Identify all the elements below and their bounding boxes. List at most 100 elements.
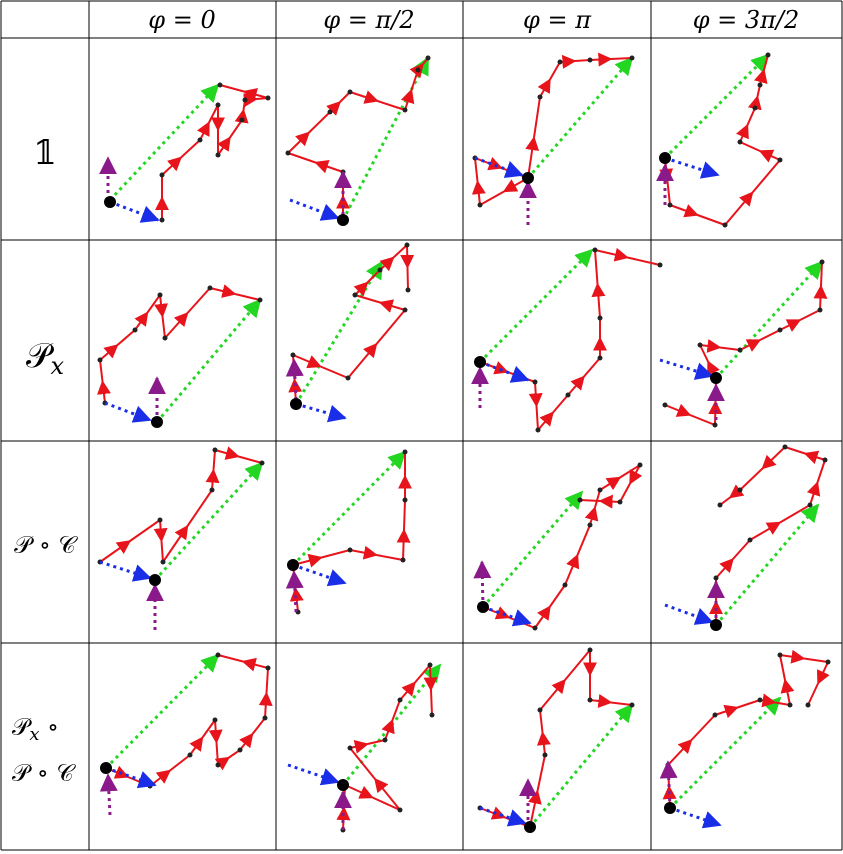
vertex-dot xyxy=(807,502,813,508)
red-step xyxy=(197,121,210,141)
vertex-dot xyxy=(285,150,291,156)
vertex-dot xyxy=(217,82,223,88)
vertex-dot xyxy=(537,94,543,100)
blue-arrow xyxy=(104,401,152,423)
red-step xyxy=(739,467,764,491)
blue-arrow xyxy=(664,156,720,179)
label-text: 𝟙 xyxy=(33,133,57,173)
red-step xyxy=(667,764,670,787)
red-step xyxy=(746,107,756,126)
vertex-dot xyxy=(535,427,541,433)
red-step xyxy=(758,149,781,163)
vertex-dot xyxy=(262,715,268,721)
red-step xyxy=(564,649,591,681)
origin-dot xyxy=(522,172,534,184)
vertex-dot xyxy=(713,575,719,581)
red-step xyxy=(724,191,754,226)
origin-dot xyxy=(337,779,349,791)
vertex-dot xyxy=(215,102,221,108)
red-step xyxy=(229,119,243,139)
vertex-dot xyxy=(597,315,603,321)
vertex-dot xyxy=(629,702,635,708)
label-text: 𝒫 xyxy=(26,336,54,376)
red-step xyxy=(549,61,561,80)
vertex-dot xyxy=(400,557,406,563)
red-step xyxy=(536,731,551,756)
vertex-dot xyxy=(345,375,351,381)
red-step xyxy=(180,139,201,159)
vertex-dot xyxy=(637,462,643,468)
vertex-dot xyxy=(782,444,788,450)
column-header: φ = π/2 xyxy=(323,6,414,34)
red-step xyxy=(258,691,273,719)
vertex-dot xyxy=(617,499,623,505)
vertex-dot xyxy=(382,737,388,743)
origin-dot xyxy=(710,619,722,631)
red-step xyxy=(161,156,183,176)
red-step xyxy=(528,381,543,408)
red-step xyxy=(377,100,406,111)
red-step xyxy=(806,481,821,506)
vertex-dot xyxy=(662,402,668,408)
vertex-dot xyxy=(747,537,753,543)
red-step xyxy=(287,131,311,154)
label-text: 𝒫 ∘ 𝒞 xyxy=(14,531,78,559)
red-step xyxy=(807,683,819,706)
red-step xyxy=(430,689,433,716)
red-step xyxy=(594,249,599,285)
vertex-dot xyxy=(542,752,548,758)
red-step xyxy=(549,584,566,608)
red-step xyxy=(215,742,219,766)
red-step xyxy=(598,494,621,509)
vertex-dot xyxy=(425,55,431,61)
red-step xyxy=(761,446,786,470)
vertex-dot xyxy=(405,287,411,293)
red-step xyxy=(803,657,829,663)
red-step xyxy=(508,616,536,629)
red-step xyxy=(753,68,768,86)
blue-arrow xyxy=(99,560,152,582)
red-step xyxy=(212,449,216,471)
vertex-dot xyxy=(160,559,166,565)
red-step xyxy=(732,539,751,560)
vertex-dot xyxy=(259,460,265,466)
red-step xyxy=(146,294,161,314)
red-step xyxy=(779,654,786,681)
red-step xyxy=(292,354,296,380)
red-step xyxy=(201,719,216,739)
vertex-dot xyxy=(597,355,603,361)
vertex-dot xyxy=(257,297,263,303)
vertex-dot xyxy=(532,625,538,631)
red-step xyxy=(400,244,415,269)
red-step xyxy=(251,717,266,735)
red-step xyxy=(667,738,693,766)
green-arrow xyxy=(294,260,384,405)
red-step xyxy=(759,693,777,708)
red-step xyxy=(349,545,378,560)
red-step xyxy=(619,483,631,503)
origin-dot xyxy=(659,152,671,164)
vertex-dot xyxy=(712,712,718,718)
green-arrow xyxy=(528,703,634,828)
red-step xyxy=(396,528,411,561)
red-step xyxy=(574,59,591,62)
red-step xyxy=(217,654,244,663)
origin-dot xyxy=(104,196,116,208)
red-step xyxy=(816,661,830,685)
red-step xyxy=(799,309,821,321)
label-text: 𝒫 xyxy=(12,713,32,741)
red-step xyxy=(292,354,322,369)
vertex-dot xyxy=(587,57,593,63)
red-step xyxy=(749,521,782,541)
red-step xyxy=(699,344,709,362)
red-step xyxy=(594,247,629,262)
vertex-dot xyxy=(712,422,718,428)
red-step xyxy=(803,450,826,465)
red-step xyxy=(779,319,802,332)
vertex-dot xyxy=(532,379,538,385)
column-header: φ = 0 xyxy=(148,6,215,34)
vertex-dot xyxy=(737,347,743,353)
vertex-dot xyxy=(159,172,165,178)
blue-arrow xyxy=(289,198,340,221)
